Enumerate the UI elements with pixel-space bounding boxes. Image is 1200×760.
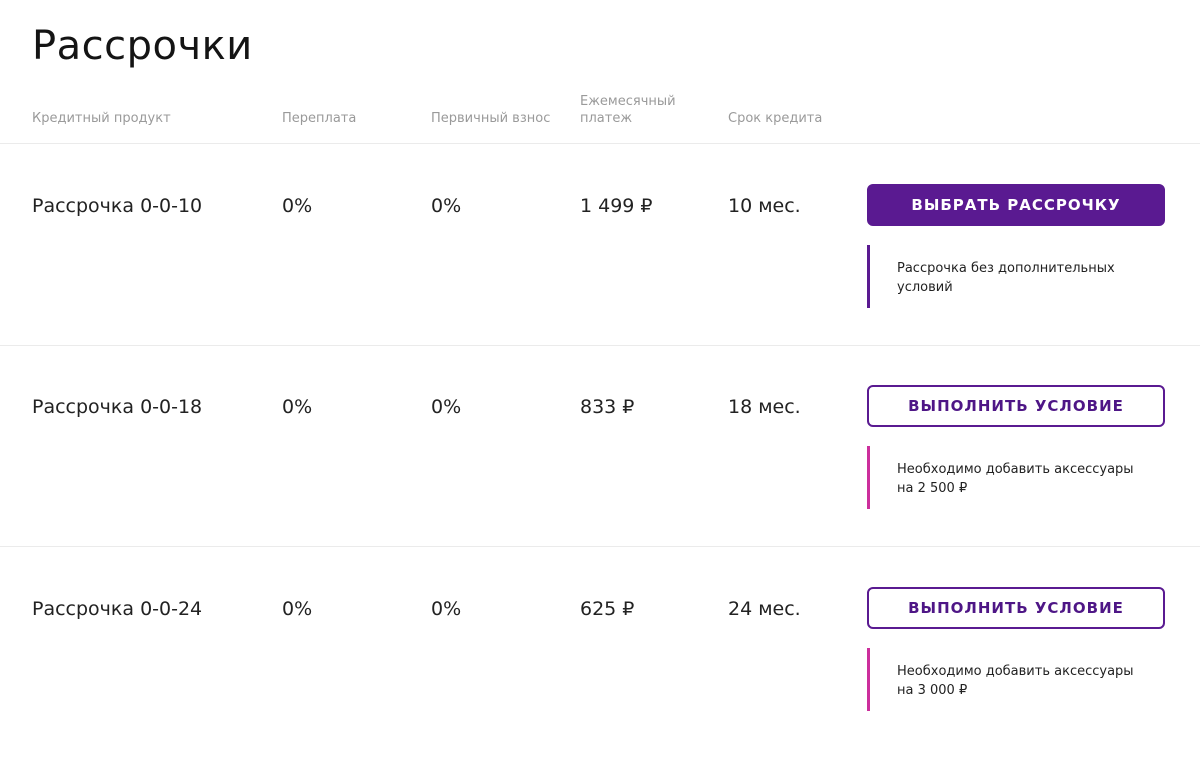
row-product: Рассрочка 0-0-24: [32, 598, 203, 620]
fulfill-condition-button[interactable]: ВЫПОЛНИТЬ УСЛОВИЕ: [867, 385, 1165, 427]
header-monthly-line2: платеж: [580, 111, 633, 126]
row-overpay: 0%: [282, 598, 313, 620]
table-header: Кредитный продукт Переплата Первичный вз…: [0, 90, 1200, 144]
table-row: Рассрочка 0-0-18 0% 0% 833 ₽ 18 мес. ВЫП…: [0, 345, 1200, 547]
note-accent-bar: [867, 648, 870, 711]
condition-note: Необходимо добавить аксессуары на 3 000 …: [867, 648, 1165, 711]
row-product: Рассрочка 0-0-10: [32, 195, 203, 217]
header-monthly-payment: Ежемесячный платеж: [580, 93, 700, 127]
condition-note: Необходимо добавить аксессуары на 2 500 …: [867, 446, 1165, 509]
row-monthly-payment: 625 ₽: [580, 598, 635, 620]
table-row: Рассрочка 0-0-10 0% 0% 1 499 ₽ 10 мес. В…: [0, 144, 1200, 346]
header-initial-payment: Первичный взнос: [431, 111, 551, 126]
header-monthly-line1: Ежемесячный: [580, 94, 676, 109]
note-accent-bar: [867, 446, 870, 509]
row-product: Рассрочка 0-0-18: [32, 396, 203, 418]
header-term: Срок кредита: [728, 111, 823, 126]
row-overpay: 0%: [282, 396, 313, 418]
note-accent-bar: [867, 245, 870, 308]
row-initial-payment: 0%: [431, 396, 462, 418]
row-monthly-payment: 1 499 ₽: [580, 195, 653, 217]
header-product: Кредитный продукт: [32, 111, 171, 126]
note-text: Необходимо добавить аксессуары на 2 500 …: [897, 462, 1134, 496]
choose-installment-button[interactable]: ВЫБРАТЬ РАССРОЧКУ: [867, 184, 1165, 226]
condition-note: Рассрочка без дополнительных условий: [867, 245, 1165, 308]
fulfill-condition-button[interactable]: ВЫПОЛНИТЬ УСЛОВИЕ: [867, 587, 1165, 629]
row-monthly-payment: 833 ₽: [580, 396, 635, 418]
row-initial-payment: 0%: [431, 598, 462, 620]
header-overpay: Переплата: [282, 111, 357, 126]
row-initial-payment: 0%: [431, 195, 462, 217]
note-text: Рассрочка без дополнительных условий: [897, 261, 1115, 295]
table-row: Рассрочка 0-0-24 0% 0% 625 ₽ 24 мес. ВЫП…: [0, 547, 1200, 749]
note-text: Необходимо добавить аксессуары на 3 000 …: [897, 664, 1134, 698]
row-overpay: 0%: [282, 195, 313, 217]
row-term: 18 мес.: [728, 396, 801, 418]
row-term: 24 мес.: [728, 598, 801, 620]
row-term: 10 мес.: [728, 195, 801, 217]
page-title: Рассрочки: [32, 23, 253, 69]
